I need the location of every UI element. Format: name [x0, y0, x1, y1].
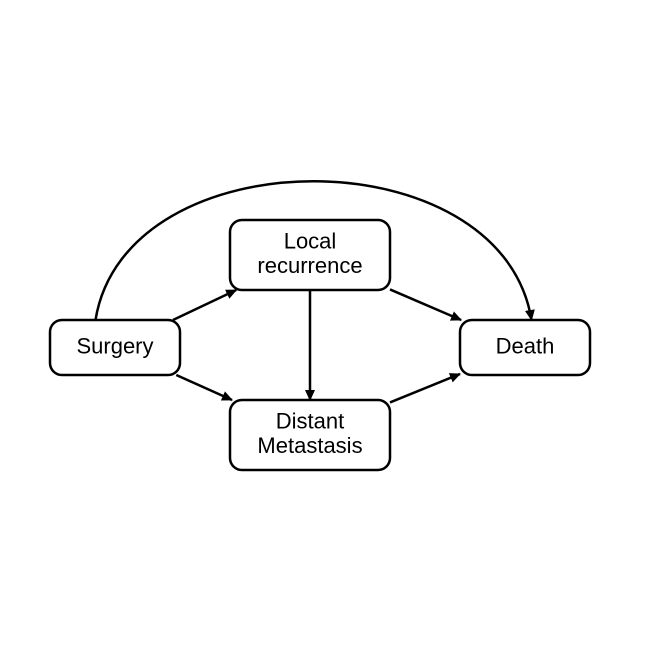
edge-surgery-to-distant	[176, 375, 232, 400]
edge-distant-to-death	[390, 374, 460, 402]
node-local-label-line-0: Local	[284, 229, 337, 254]
edge-local-to-death	[390, 289, 461, 320]
node-local-label-line-1: recurrence	[257, 253, 362, 278]
node-death-label: Death	[496, 333, 555, 358]
nodes-layer: SurgeryLocalrecurrenceDistantMetastasisD…	[50, 220, 590, 470]
node-distant-label-line-0: Distant	[276, 409, 344, 434]
node-distant: DistantMetastasis	[230, 400, 390, 470]
state-diagram: SurgeryLocalrecurrenceDistantMetastasisD…	[0, 0, 655, 655]
node-surgery: Surgery	[50, 320, 180, 375]
node-surgery-label: Surgery	[76, 333, 153, 358]
node-death: Death	[460, 320, 590, 375]
edge-surgery-to-local	[173, 290, 236, 320]
node-distant-label-line-1: Metastasis	[257, 433, 362, 458]
node-local: Localrecurrence	[230, 220, 390, 290]
